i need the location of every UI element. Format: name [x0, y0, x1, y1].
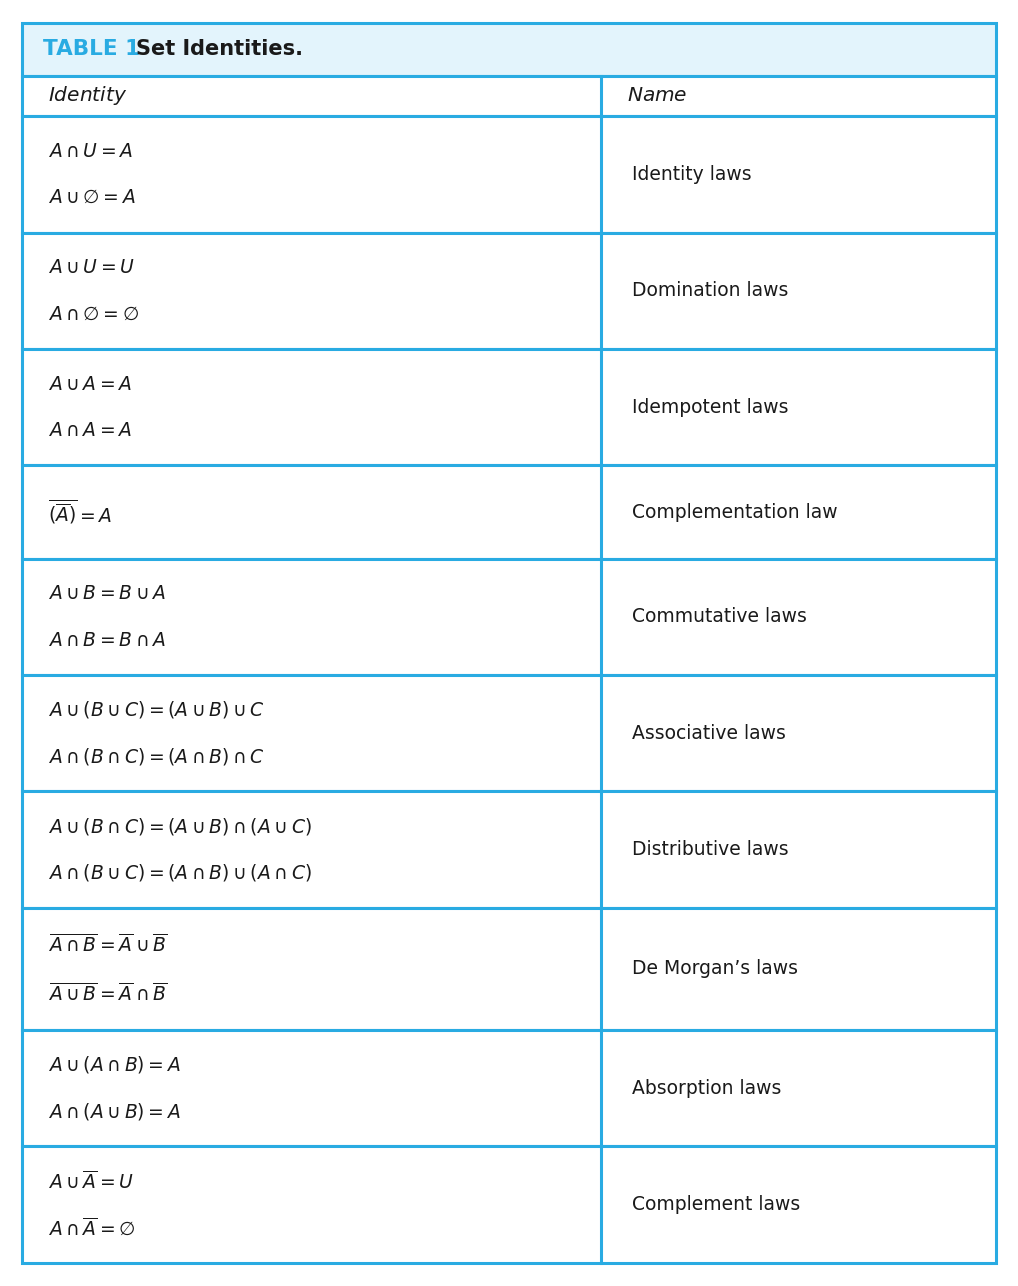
Bar — [22, 908, 996, 1030]
Bar — [22, 675, 996, 791]
Text: $A \cap (A \cup B) = A$: $A \cap (A \cup B) = A$ — [48, 1101, 180, 1121]
Text: Absorption laws: Absorption laws — [632, 1079, 782, 1098]
Text: $A \cap U = A$: $A \cap U = A$ — [48, 141, 133, 161]
Text: $A \cup B = B \cup A$: $A \cup B = B \cup A$ — [48, 584, 166, 603]
Text: Idempotent laws: Idempotent laws — [632, 397, 789, 417]
Text: Distributive laws: Distributive laws — [632, 840, 789, 859]
Bar — [22, 233, 996, 349]
Text: Identity laws: Identity laws — [632, 165, 751, 184]
Bar — [22, 558, 996, 675]
Text: Associative laws: Associative laws — [632, 724, 786, 743]
Bar — [22, 116, 996, 233]
Text: TABLE 1: TABLE 1 — [43, 40, 139, 59]
Bar — [22, 1146, 996, 1263]
Text: $A \cup A = A$: $A \cup A = A$ — [48, 374, 132, 394]
Text: $A \cup \varnothing = A$: $A \cup \varnothing = A$ — [48, 188, 135, 207]
Text: $A \cap (B \cup C) = (A \cap B) \cup (A \cap C)$: $A \cap (B \cup C) = (A \cap B) \cup (A … — [48, 863, 312, 883]
Text: $\mathit{Identity}$: $\mathit{Identity}$ — [48, 85, 127, 108]
Text: $\mathit{Name}$: $\mathit{Name}$ — [627, 86, 687, 105]
Text: $\overline{A \cap B} = \overline{A} \cup \overline{B}$: $\overline{A \cap B} = \overline{A} \cup… — [48, 934, 167, 955]
Text: De Morgan’s laws: De Morgan’s laws — [632, 959, 798, 979]
Text: $A \cap B = B \cap A$: $A \cap B = B \cap A$ — [48, 630, 166, 649]
Bar — [22, 349, 996, 466]
Bar — [22, 23, 996, 76]
Bar — [22, 1030, 996, 1146]
Text: Complementation law: Complementation law — [632, 503, 838, 522]
Text: Complement laws: Complement laws — [632, 1195, 800, 1214]
Text: $A \cup (A \cap B) = A$: $A \cup (A \cap B) = A$ — [48, 1055, 180, 1075]
Bar — [22, 791, 996, 908]
Text: Domination laws: Domination laws — [632, 282, 788, 301]
Bar — [22, 466, 996, 558]
Text: $A \cup (B \cup C) = (A \cup B) \cup C$: $A \cup (B \cup C) = (A \cup B) \cup C$ — [48, 700, 265, 720]
Text: $A \cap \overline{A} = \varnothing$: $A \cap \overline{A} = \varnothing$ — [48, 1217, 135, 1238]
Text: Commutative laws: Commutative laws — [632, 607, 807, 626]
Text: $\overline{(\overline{A})} = A$: $\overline{(\overline{A})} = A$ — [48, 498, 112, 526]
Text: $A \cup \overline{A} = U$: $A \cup \overline{A} = U$ — [48, 1170, 134, 1192]
Text: $A \cup (B \cap C) = (A \cup B) \cap (A \cup C)$: $A \cup (B \cap C) = (A \cup B) \cap (A … — [48, 815, 312, 837]
Text: $A \cup U = U$: $A \cup U = U$ — [48, 258, 134, 276]
Text: $\overline{A \cup B} = \overline{A} \cap \overline{B}$: $\overline{A \cup B} = \overline{A} \cap… — [48, 983, 167, 1004]
Text: Set Identities.: Set Identities. — [136, 40, 303, 59]
Text: $A \cap A = A$: $A \cap A = A$ — [48, 421, 132, 440]
Text: $A \cap \varnothing = \varnothing$: $A \cap \varnothing = \varnothing$ — [48, 305, 139, 324]
Bar — [22, 76, 996, 116]
Text: $A \cap (B \cap C) = (A \cap B) \cap C$: $A \cap (B \cap C) = (A \cap B) \cap C$ — [48, 746, 265, 766]
